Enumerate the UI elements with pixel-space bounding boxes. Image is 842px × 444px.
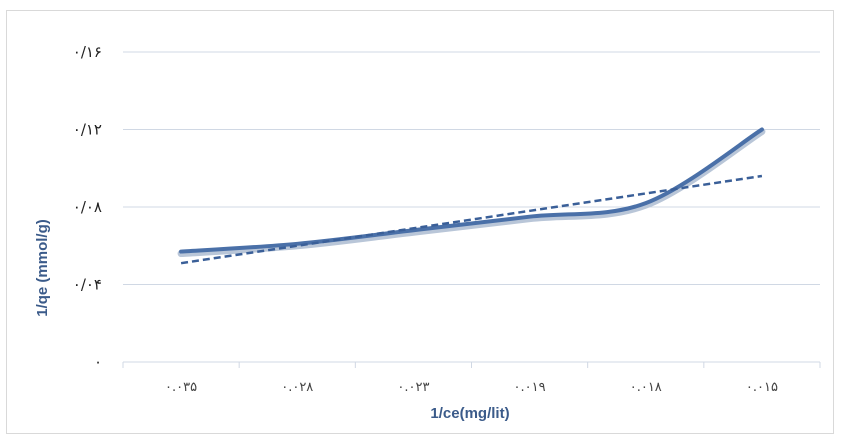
y-tick-label: ۰/۱۶ — [73, 43, 102, 61]
x-tick-labels: ۰.۰۳۵ ۰.۰۲۸ ۰.۰۲۳ ۰.۰۱۹ ۰.۰۱۸ ۰.۰۱۵ — [165, 380, 778, 395]
x-tick-label: ۰.۰۲۸ — [281, 380, 313, 395]
series-lines — [181, 130, 762, 264]
series-shadow — [181, 132, 762, 254]
y-tick-labels: ۰ ۰/۰۴ ۰/۰۸ ۰/۱۲ ۰/۱۶ — [73, 43, 102, 371]
y-tick-label: ۰/۱۲ — [73, 121, 102, 139]
x-tick-label: ۰.۰۲۳ — [397, 380, 429, 395]
x-tick-label: ۰.۰۱۹ — [514, 380, 546, 395]
series-line-observed — [181, 130, 762, 252]
x-tick-label: ۰.۰۱۸ — [630, 380, 662, 395]
y-tick-label: ۰/۰۴ — [73, 276, 102, 294]
gridlines — [123, 52, 820, 368]
y-tick-label: ۰/۰۸ — [73, 198, 102, 216]
series-line-trend — [181, 176, 762, 263]
x-tick-label: ۰.۰۳۵ — [165, 380, 197, 395]
y-tick-label: ۰ — [94, 353, 102, 371]
y-axis-label: 1/qe (mmol/g) — [34, 219, 51, 317]
x-tick-label: ۰.۰۱۵ — [746, 380, 778, 395]
x-axis-label: 1/ce(mg/lit) — [430, 405, 509, 422]
